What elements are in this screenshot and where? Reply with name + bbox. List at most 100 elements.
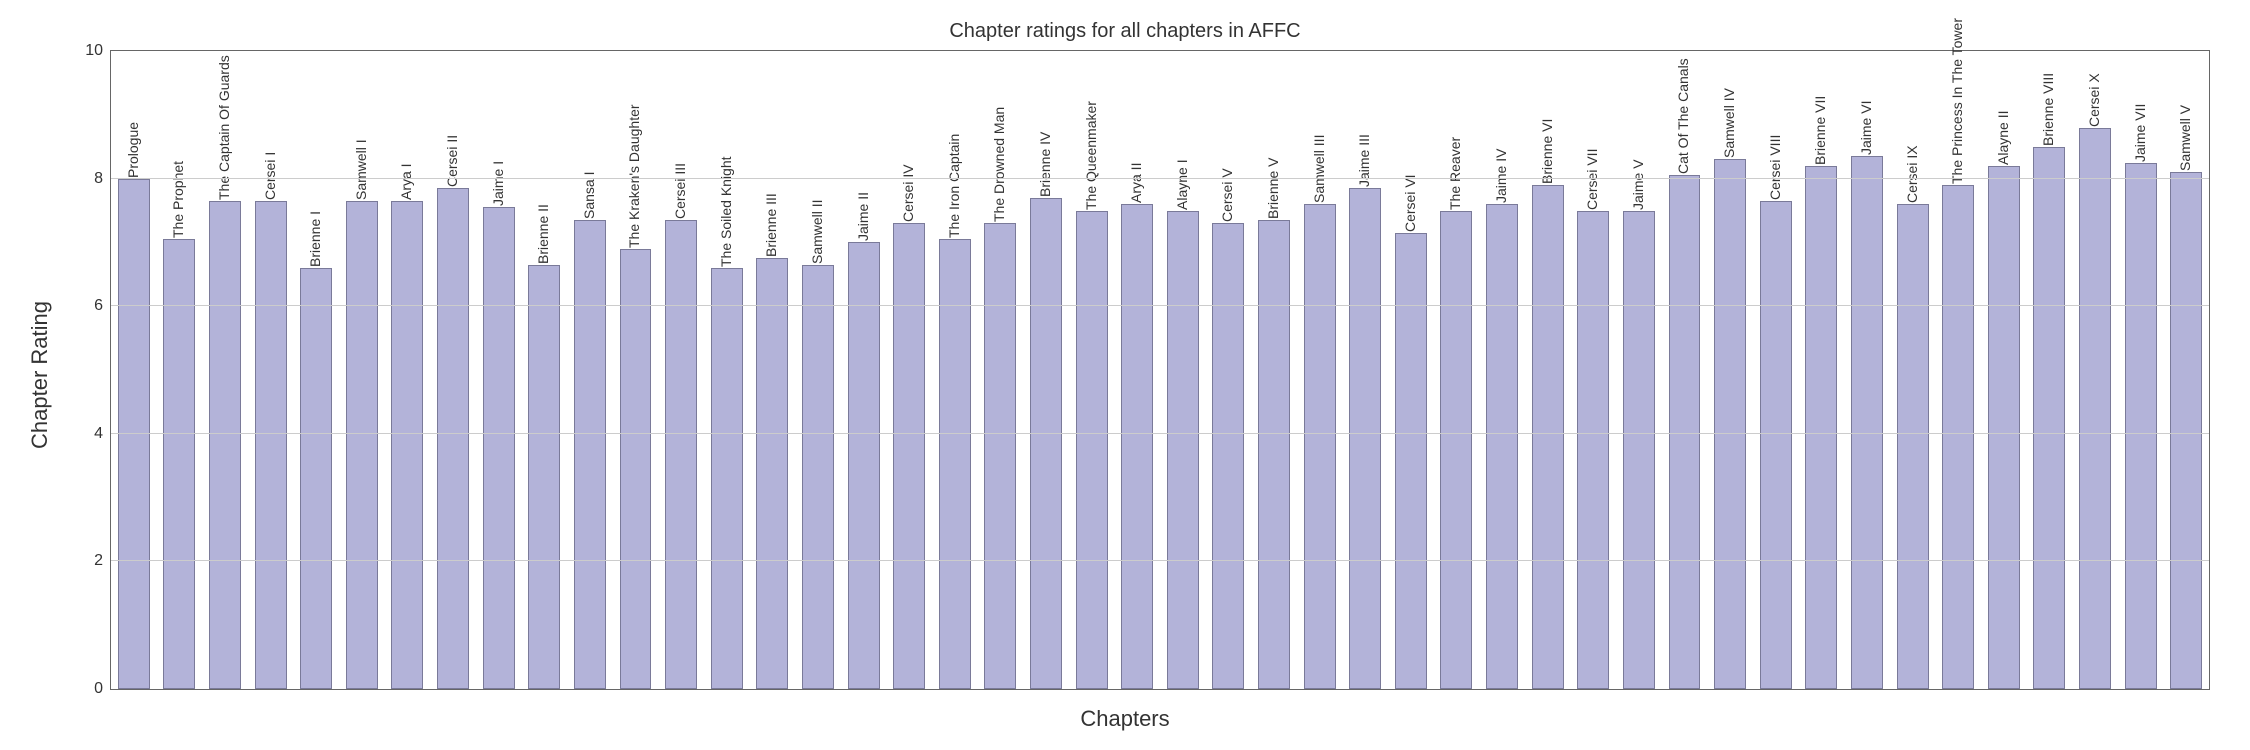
bar: Cersei VIII xyxy=(1760,201,1792,689)
bar: The Reaver xyxy=(1440,211,1472,690)
bar: Brienne VIII xyxy=(2033,147,2065,689)
bar: Jaime V xyxy=(1623,211,1655,690)
bar-label: Jaime IV xyxy=(1493,149,1509,203)
bar: Arya I xyxy=(391,201,423,689)
bar-label: Alayne I xyxy=(1174,159,1190,210)
bar: The Kraken's Daughter xyxy=(620,249,652,689)
bar-label: Samwell IV xyxy=(1721,88,1737,158)
plot-area: PrologueThe ProphetThe Captain Of Guards… xyxy=(110,50,2210,690)
bar: Jaime II xyxy=(848,242,880,689)
bar-label: Brienne II xyxy=(535,204,551,264)
bar: Jaime I xyxy=(483,207,515,689)
bar: Brienne IV xyxy=(1030,198,1062,689)
bar: Samwell IV xyxy=(1714,159,1746,689)
y-tick-label: 0 xyxy=(94,680,103,698)
bar: Jaime VI xyxy=(1851,156,1883,689)
x-axis-label: Chapters xyxy=(0,706,2250,732)
bar-label: Cat Of The Canals xyxy=(1675,59,1691,175)
bar-label: The Kraken's Daughter xyxy=(626,104,642,248)
bar-label: Brienne III xyxy=(763,194,779,258)
y-tick-label: 2 xyxy=(94,552,103,570)
bar-label: Brienne VIII xyxy=(2040,73,2056,146)
bar: Cersei VII xyxy=(1577,211,1609,690)
bar-label: The Princess In The Tower xyxy=(1949,18,1965,184)
bar: Cersei IV xyxy=(893,223,925,689)
bar-label: Sansa I xyxy=(581,172,597,219)
bar: Samwell III xyxy=(1304,204,1336,689)
grid-line xyxy=(111,433,2209,434)
bar-label: Cersei X xyxy=(2086,73,2102,127)
bar-label: Brienne IV xyxy=(1037,131,1053,196)
bar: Samwell V xyxy=(2170,172,2202,689)
bar-label: Brienne VII xyxy=(1812,96,1828,165)
bar: Brienne VII xyxy=(1805,166,1837,689)
bar-label: Jaime VII xyxy=(2132,103,2148,161)
bar-label: Cersei I xyxy=(262,152,278,200)
bar-label: Arya II xyxy=(1128,163,1144,203)
bar-label: Samwell V xyxy=(2177,105,2193,171)
bar-label: The Queenmaker xyxy=(1083,101,1099,210)
bar-label: Brienne I xyxy=(307,211,323,267)
grid-line xyxy=(111,50,2209,51)
bar-label: Cersei IX xyxy=(1904,146,1920,204)
bar-label: Samwell II xyxy=(809,199,825,264)
bar-label: Cersei III xyxy=(672,163,688,219)
bar-label: Arya I xyxy=(398,163,414,200)
grid-line xyxy=(111,560,2209,561)
bar-label: Alayne II xyxy=(1995,110,2011,164)
bar-label: Prologue xyxy=(125,122,141,178)
bar: Brienne II xyxy=(528,265,560,689)
bar-label: Brienne VI xyxy=(1539,119,1555,184)
bar-label: Jaime I xyxy=(490,161,506,206)
bar-label: Jaime V xyxy=(1630,159,1646,210)
bar: Alayne II xyxy=(1988,166,2020,689)
bars-layer: PrologueThe ProphetThe Captain Of Guards… xyxy=(111,51,2209,689)
y-axis-label: Chapter Rating xyxy=(27,301,53,449)
bar: Cersei II xyxy=(437,188,469,689)
bar: The Princess In The Tower xyxy=(1942,185,1974,689)
chart-title: Chapter ratings for all chapters in AFFC xyxy=(0,20,2250,43)
bar: Brienne V xyxy=(1258,220,1290,689)
bar-label: Cersei VI xyxy=(1402,174,1418,232)
bar-label: Cersei II xyxy=(444,135,460,187)
bar-label: Cersei VIII xyxy=(1767,135,1783,200)
bar-label: The Reaver xyxy=(1447,136,1463,209)
bar: Brienne VI xyxy=(1532,185,1564,689)
bar: The Iron Captain xyxy=(939,239,971,689)
bar: Cersei V xyxy=(1212,223,1244,689)
bar: Samwell I xyxy=(346,201,378,689)
bar: Jaime IV xyxy=(1486,204,1518,689)
bar: Brienne I xyxy=(300,268,332,689)
bar-label: Brienne V xyxy=(1265,158,1281,219)
grid-line xyxy=(111,178,2209,179)
bar-label: Samwell I xyxy=(353,139,369,200)
bar: The Queenmaker xyxy=(1076,211,1108,690)
bar: Alayne I xyxy=(1167,211,1199,690)
bar-label: Cersei VII xyxy=(1584,148,1600,209)
bar: Cersei VI xyxy=(1395,233,1427,689)
bar: Jaime III xyxy=(1349,188,1381,689)
chart-container: Chapter ratings for all chapters in AFFC… xyxy=(0,0,2250,750)
bar: Cersei IX xyxy=(1897,204,1929,689)
bar-label: The Soiled Knight xyxy=(718,156,734,267)
bar: Jaime VII xyxy=(2125,163,2157,689)
bar: Brienne III xyxy=(756,258,788,689)
bar: Cersei I xyxy=(255,201,287,689)
bar-label: Samwell III xyxy=(1311,135,1327,203)
bar: Arya II xyxy=(1121,204,1153,689)
bar-label: Cersei IV xyxy=(900,165,916,223)
bar: The Drowned Man xyxy=(984,223,1016,689)
y-tick-label: 4 xyxy=(94,425,103,443)
bar-label: The Drowned Man xyxy=(991,107,1007,222)
y-tick-label: 8 xyxy=(94,170,103,188)
bar: The Prophet xyxy=(163,239,195,689)
bar: Sansa I xyxy=(574,220,606,689)
bar-label: Jaime II xyxy=(855,192,871,241)
bar: Samwell II xyxy=(802,265,834,689)
bar-label: The Prophet xyxy=(170,161,186,238)
bar: Cersei X xyxy=(2079,128,2111,689)
bar-label: Jaime III xyxy=(1356,134,1372,187)
y-tick-label: 10 xyxy=(85,42,103,60)
bar-label: Jaime VI xyxy=(1858,101,1874,155)
grid-line xyxy=(111,305,2209,306)
